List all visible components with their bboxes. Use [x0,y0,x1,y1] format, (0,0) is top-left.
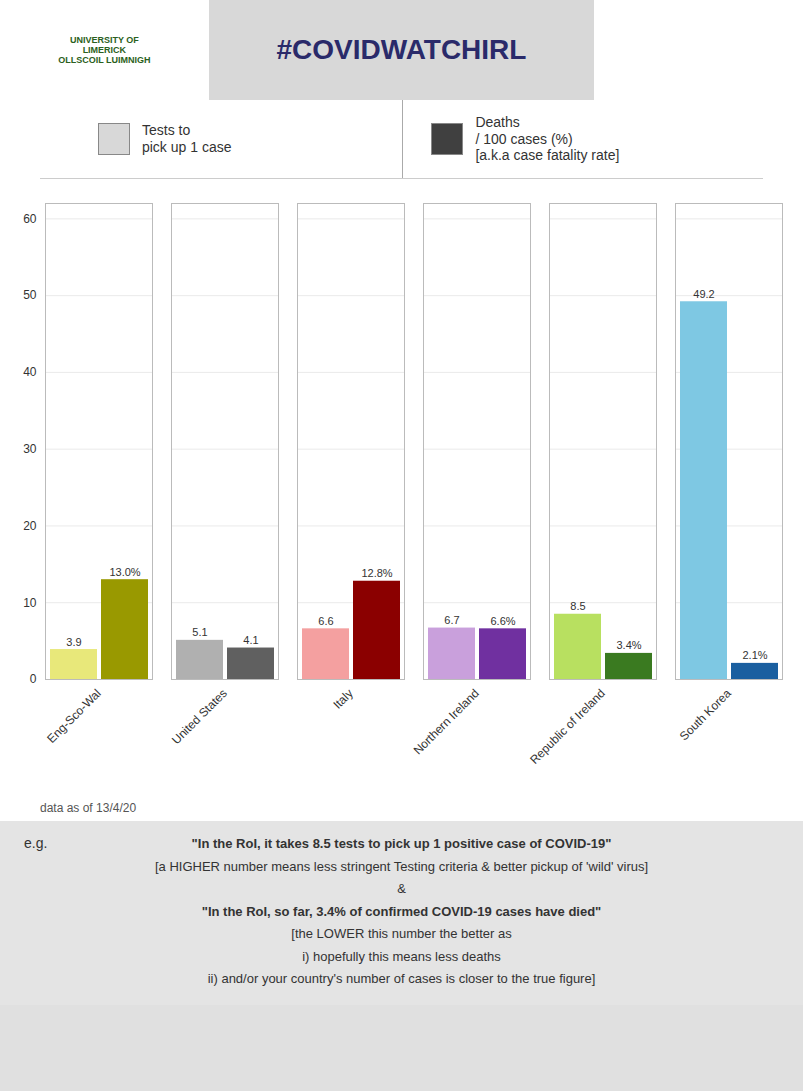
svg-text:Republic of Ireland: Republic of Ireland [527,686,608,767]
html-text:[the LOWER this number the bet: [the LOWER this number the better as [291,926,512,942]
html-text:data as of 13/4/20: data as of 13/4/20 [40,801,137,815]
html-text:Deaths / 100 cases (%) [a.k.a: Deaths / 100 cases (%) [a.k.a case fatal… [475,113,620,164]
html-text:#COVIDWATCHIRL: #COVIDWATCHIRL [276,34,527,65]
svg-text:6.6%: 6.6% [490,615,515,627]
svg-text:8.5: 8.5 [570,600,585,612]
svg-text:3.4%: 3.4% [616,639,641,651]
html-text:Tests to pick up 1 case: Tests to pick up 1 case [142,122,232,155]
svg-text:60: 60 [23,212,37,226]
svg-text:40: 40 [23,365,37,379]
svg-text:13.0%: 13.0% [109,566,140,578]
svg-text:4.1: 4.1 [243,634,258,646]
svg-text:6.7: 6.7 [444,614,459,626]
svg-text:0: 0 [30,672,37,686]
html-text:e.g.: e.g. [24,835,48,851]
html-text:i) hopefully this means less d: i) hopefully this means less deaths [302,948,501,964]
svg-text:South Korea: South Korea [677,686,734,743]
html-text:[a HIGHER number means less st: [a HIGHER number means less stringent Te… [154,858,649,874]
svg-text:Northern Ireland: Northern Ireland [411,686,482,757]
html-text:UNIVERSITY OF LIMERICK OLLSCOI: UNIVERSITY OF LIMERICK OLLSCOIL LUIMNIGH [58,35,151,65]
svg-text:2.1%: 2.1% [742,649,767,661]
svg-text:50: 50 [23,288,37,302]
svg-text:6.6: 6.6 [318,615,333,627]
svg-text:United States: United States [169,686,230,747]
svg-text:3.9: 3.9 [66,636,81,648]
svg-text:10: 10 [23,596,37,610]
svg-text:20: 20 [23,519,37,533]
svg-text:Italy: Italy [330,686,355,711]
html-text:"In the RoI, so far, 3.4% of c: "In the RoI, so far, 3.4% of confirmed C… [201,903,602,919]
svg-text:5.1: 5.1 [192,626,207,638]
svg-text:30: 30 [23,442,37,456]
svg-text:49.2: 49.2 [693,288,714,300]
html-text:ii) and/or your country's numb: ii) and/or your country's number of case… [207,971,596,987]
svg-text:12.8%: 12.8% [361,567,392,579]
svg-text:Eng-Sco-Wal: Eng-Sco-Wal [44,686,104,746]
html-text:"In the RoI, it takes 8.5 test: "In the RoI, it takes 8.5 tests to pick … [191,836,612,851]
